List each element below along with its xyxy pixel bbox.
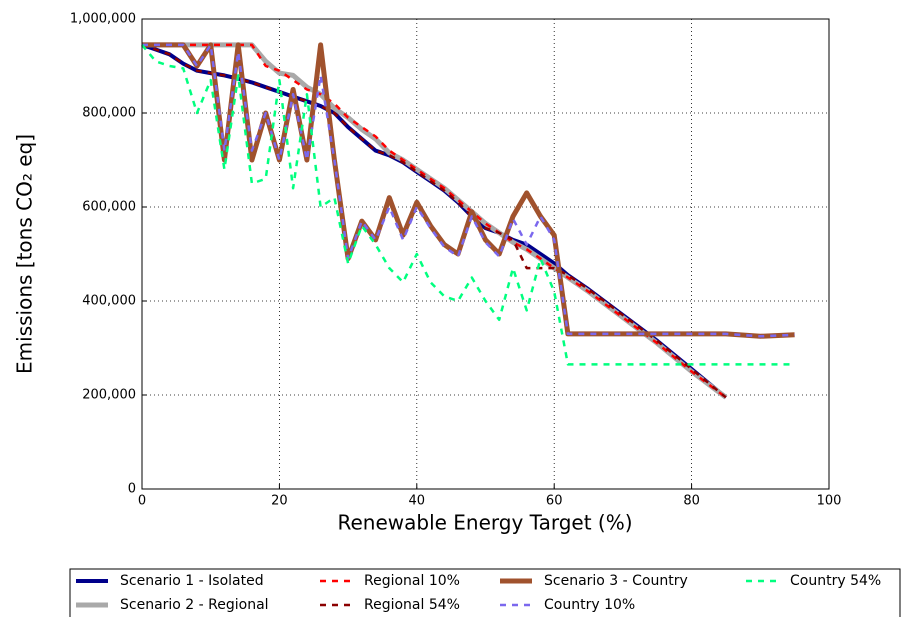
series-line — [141, 43, 727, 399]
x-tick-label: 100 — [817, 494, 842, 509]
legend-label: Scenario 3 - Country — [544, 573, 688, 589]
y-tick-label: 0 — [128, 482, 136, 497]
y-axis-label: Emissions [tons CO₂ eq] — [13, 134, 37, 374]
y-tick-label: 600,000 — [82, 200, 136, 215]
x-tick-label: 80 — [683, 494, 700, 509]
series-line — [142, 43, 795, 338]
legend-label: Regional 54% — [364, 597, 460, 613]
legend-label: Scenario 1 - Isolated — [120, 573, 264, 589]
legend-label: Regional 10% — [364, 573, 460, 589]
x-tick-label: 40 — [409, 494, 426, 509]
x-tick-label: 0 — [138, 494, 146, 509]
plot-frame — [141, 18, 830, 490]
y-tick-label: 200,000 — [82, 388, 136, 403]
series-line — [141, 44, 795, 366]
legend-label: Country 54% — [790, 573, 881, 589]
x-tick-label: 20 — [271, 494, 288, 509]
legend-box — [69, 568, 901, 617]
y-tick-label: 1,000,000 — [70, 12, 136, 27]
legend-label: Scenario 2 - Regional — [120, 597, 269, 613]
legend-label: Country 10% — [544, 597, 635, 613]
x-axis-label: Renewable Energy Target (%) — [337, 511, 632, 535]
y-tick-label: 800,000 — [82, 106, 136, 121]
y-tick-label: 400,000 — [82, 294, 136, 309]
x-tick-label: 60 — [546, 494, 563, 509]
series-line — [142, 42, 795, 339]
